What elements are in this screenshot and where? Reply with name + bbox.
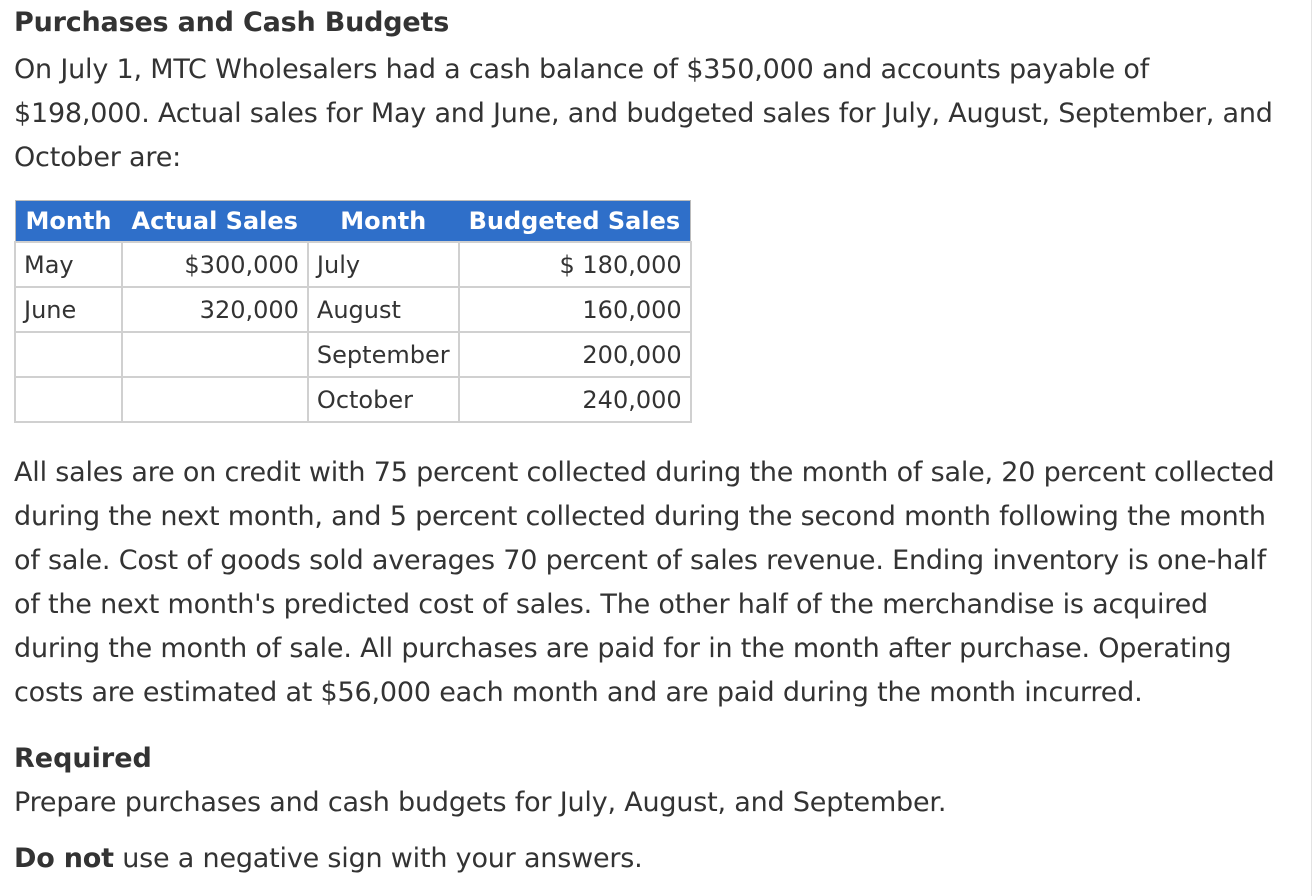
cell-month: September [306,331,460,378]
cell-month [14,376,123,423]
note-emphasis: Do not [14,843,114,874]
note-text: use a negative sign with your answers. [113,843,643,874]
cell-actual-sales: $300,000 [120,241,309,288]
cell-month: August [306,286,460,333]
cell-month: May [14,241,123,288]
cell-budgeted-sales: 240,000 [457,376,692,423]
required-heading: Required [14,743,152,774]
sales-table: Month Actual Sales Month Budgeted Sales … [14,200,692,423]
cell-actual-sales: 320,000 [120,286,309,333]
cell-actual-sales [120,331,309,378]
table-row: October 240,000 [14,376,692,423]
header-budgeted-sales: Budgeted Sales [458,200,691,242]
right-border [1311,0,1312,896]
cell-budgeted-sales: 200,000 [457,331,692,378]
table-row: June 320,000 August 160,000 [14,286,692,333]
answer-note: Do not use a negative sign with your ans… [14,837,1294,881]
table-row: September 200,000 [14,331,692,378]
cell-budgeted-sales: $ 180,000 [457,241,692,288]
cell-month [14,331,123,378]
cell-budgeted-sales: 160,000 [457,286,692,333]
header-month-actual: Month [15,200,122,242]
intro-paragraph: On July 1, MTC Wholesalers had a cash ba… [14,54,1273,173]
cell-month: October [306,376,460,423]
header-actual-sales: Actual Sales [121,200,308,242]
header-month-budgeted: Month [307,200,459,242]
table-row: May $300,000 July $ 180,000 [14,241,692,288]
cell-month: July [306,241,460,288]
problem-title: Purchases and Cash Budgets [14,7,450,38]
cell-actual-sales [120,376,309,423]
problem-content: Purchases and Cash Budgets On July 1, MT… [14,0,1294,881]
body-paragraph: All sales are on credit with 75 percent … [14,457,1275,708]
table-header-row: Month Actual Sales Month Budgeted Sales [15,200,691,242]
required-text: Prepare purchases and cash budgets for J… [14,787,947,818]
cell-month: June [14,286,123,333]
